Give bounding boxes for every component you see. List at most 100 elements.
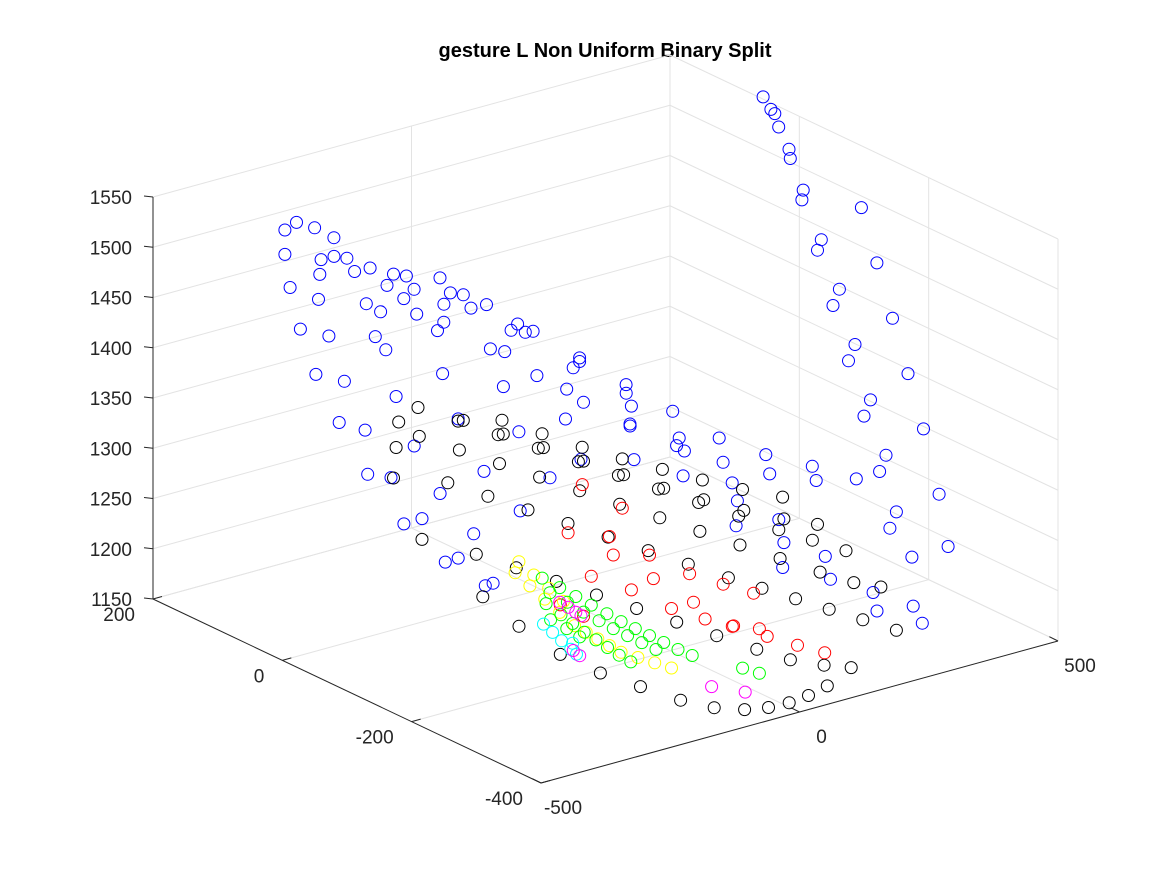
data-point xyxy=(768,107,782,121)
data-point xyxy=(577,625,591,639)
data-point xyxy=(313,267,327,281)
data-point xyxy=(590,588,603,602)
z-tick-label: 1300 xyxy=(90,439,132,460)
data-point xyxy=(577,454,590,468)
data-point xyxy=(820,679,834,693)
data-point xyxy=(436,367,450,381)
data-point xyxy=(783,653,797,667)
data-point xyxy=(593,666,607,680)
grid-line-side-z xyxy=(669,456,1059,642)
data-point xyxy=(412,429,426,443)
y-tick-mark xyxy=(152,596,163,600)
data-point xyxy=(643,629,656,643)
data-point xyxy=(546,625,560,639)
data-point xyxy=(566,361,580,375)
data-point xyxy=(802,689,815,702)
data-point xyxy=(554,608,568,622)
data-point xyxy=(615,452,629,466)
data-point xyxy=(389,441,403,454)
data-point xyxy=(716,455,730,469)
data-point xyxy=(886,311,899,325)
data-point xyxy=(361,467,375,481)
data-point xyxy=(848,338,862,351)
data-point xyxy=(777,512,791,526)
data-point xyxy=(437,315,451,329)
data-point xyxy=(308,221,322,235)
data-point xyxy=(755,581,769,595)
data-point xyxy=(536,441,550,455)
data-point xyxy=(589,633,603,647)
z-tick-mark xyxy=(143,296,154,298)
data-point xyxy=(543,471,557,485)
data-point xyxy=(542,581,556,595)
data-point xyxy=(628,622,642,636)
data-point xyxy=(646,572,660,586)
data-point xyxy=(600,607,614,621)
data-point xyxy=(456,288,470,302)
grid-line-floor-y xyxy=(282,517,800,661)
data-point xyxy=(512,425,526,439)
z-tick-label: 1350 xyxy=(90,389,132,410)
data-point xyxy=(729,519,743,533)
data-point xyxy=(670,615,684,629)
y-tick-mark xyxy=(540,780,551,784)
data-point xyxy=(348,265,362,278)
data-point xyxy=(521,503,535,517)
data-point xyxy=(399,269,413,283)
data-point xyxy=(614,645,628,659)
data-point xyxy=(619,386,633,400)
data-point xyxy=(518,325,532,339)
data-point xyxy=(854,201,868,215)
data-point xyxy=(549,574,563,588)
data-point xyxy=(332,416,346,429)
data-point xyxy=(630,602,644,615)
data-point xyxy=(627,453,641,467)
data-point xyxy=(695,473,709,487)
data-point xyxy=(814,233,828,247)
data-point xyxy=(665,602,678,615)
data-point xyxy=(278,223,292,237)
data-point xyxy=(380,278,394,292)
axes-box xyxy=(152,197,1059,784)
data-point xyxy=(513,504,527,518)
data-point xyxy=(568,619,581,633)
data-point xyxy=(725,619,739,633)
data-point xyxy=(498,345,512,359)
data-point xyxy=(584,569,598,583)
data-point xyxy=(535,571,549,585)
data-point xyxy=(649,643,663,656)
data-point xyxy=(805,459,819,473)
data-point xyxy=(433,487,447,500)
grid-line-back-z xyxy=(152,155,671,298)
data-point xyxy=(693,524,707,538)
data-point xyxy=(621,629,635,643)
data-point xyxy=(504,323,518,337)
data-point xyxy=(805,533,819,547)
data-point xyxy=(584,598,598,612)
z-tick-label: 1550 xyxy=(90,188,132,209)
data-point xyxy=(531,441,545,455)
data-point xyxy=(509,561,523,575)
data-point xyxy=(407,439,421,453)
data-point xyxy=(847,576,861,590)
data-point xyxy=(832,282,846,296)
data-point xyxy=(410,307,424,321)
data-point xyxy=(655,462,669,476)
data-point xyxy=(705,680,719,694)
data-point xyxy=(359,297,373,311)
data-point xyxy=(496,427,510,441)
z-tick-mark xyxy=(143,597,154,600)
chart-title: gesture L Non Uniform Binary Split xyxy=(439,40,772,62)
data-point xyxy=(603,639,616,653)
data-point xyxy=(606,622,620,636)
z-tick-label: 1500 xyxy=(90,238,132,259)
data-point xyxy=(716,577,730,591)
data-point xyxy=(809,474,823,487)
data-point xyxy=(730,494,744,508)
data-point xyxy=(322,329,336,343)
data-point xyxy=(674,693,688,707)
data-point xyxy=(431,324,444,338)
data-point xyxy=(864,393,877,407)
y-tick-mark xyxy=(282,657,292,661)
data-point xyxy=(697,493,711,507)
